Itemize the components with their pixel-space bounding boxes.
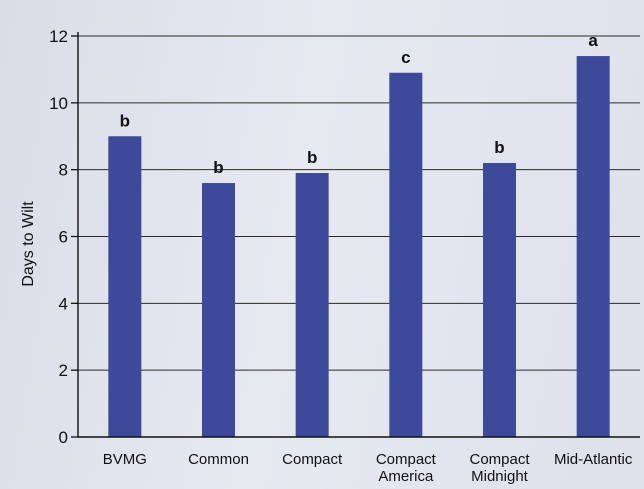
x-tick-label: Compact [376,451,437,468]
y-tick-label: 6 [59,228,68,247]
y-tick-label: 8 [59,161,68,180]
x-tick-label: BVMG [103,451,147,468]
x-tick-label: Compact [469,451,530,468]
x-tick-label: Midnight [471,468,529,485]
x-tick-label: Common [188,451,249,468]
y-tick-label: 2 [59,361,68,380]
bar [483,162,516,437]
bar [295,173,329,437]
x-tick-label: America [378,468,434,485]
x-tick-label: Compact [282,451,343,468]
bar [202,183,235,437]
significance-letter: b [307,148,317,167]
significance-letter: b [120,111,130,130]
y-axis-title: Days to Wilt [20,201,37,287]
significance-letter: c [401,48,410,67]
bar [108,136,142,437]
significance-letter: b [494,138,504,157]
y-tick-label: 0 [59,428,68,447]
significance-letter: b [213,158,223,177]
y-tick-label: 12 [49,27,68,46]
x-tick-label: Mid-Atlantic [554,451,633,468]
significance-letter: a [588,31,598,50]
bar [576,56,610,438]
y-tick-label: 10 [49,94,68,113]
y-tick-label: 4 [59,294,68,313]
bar [389,72,423,437]
